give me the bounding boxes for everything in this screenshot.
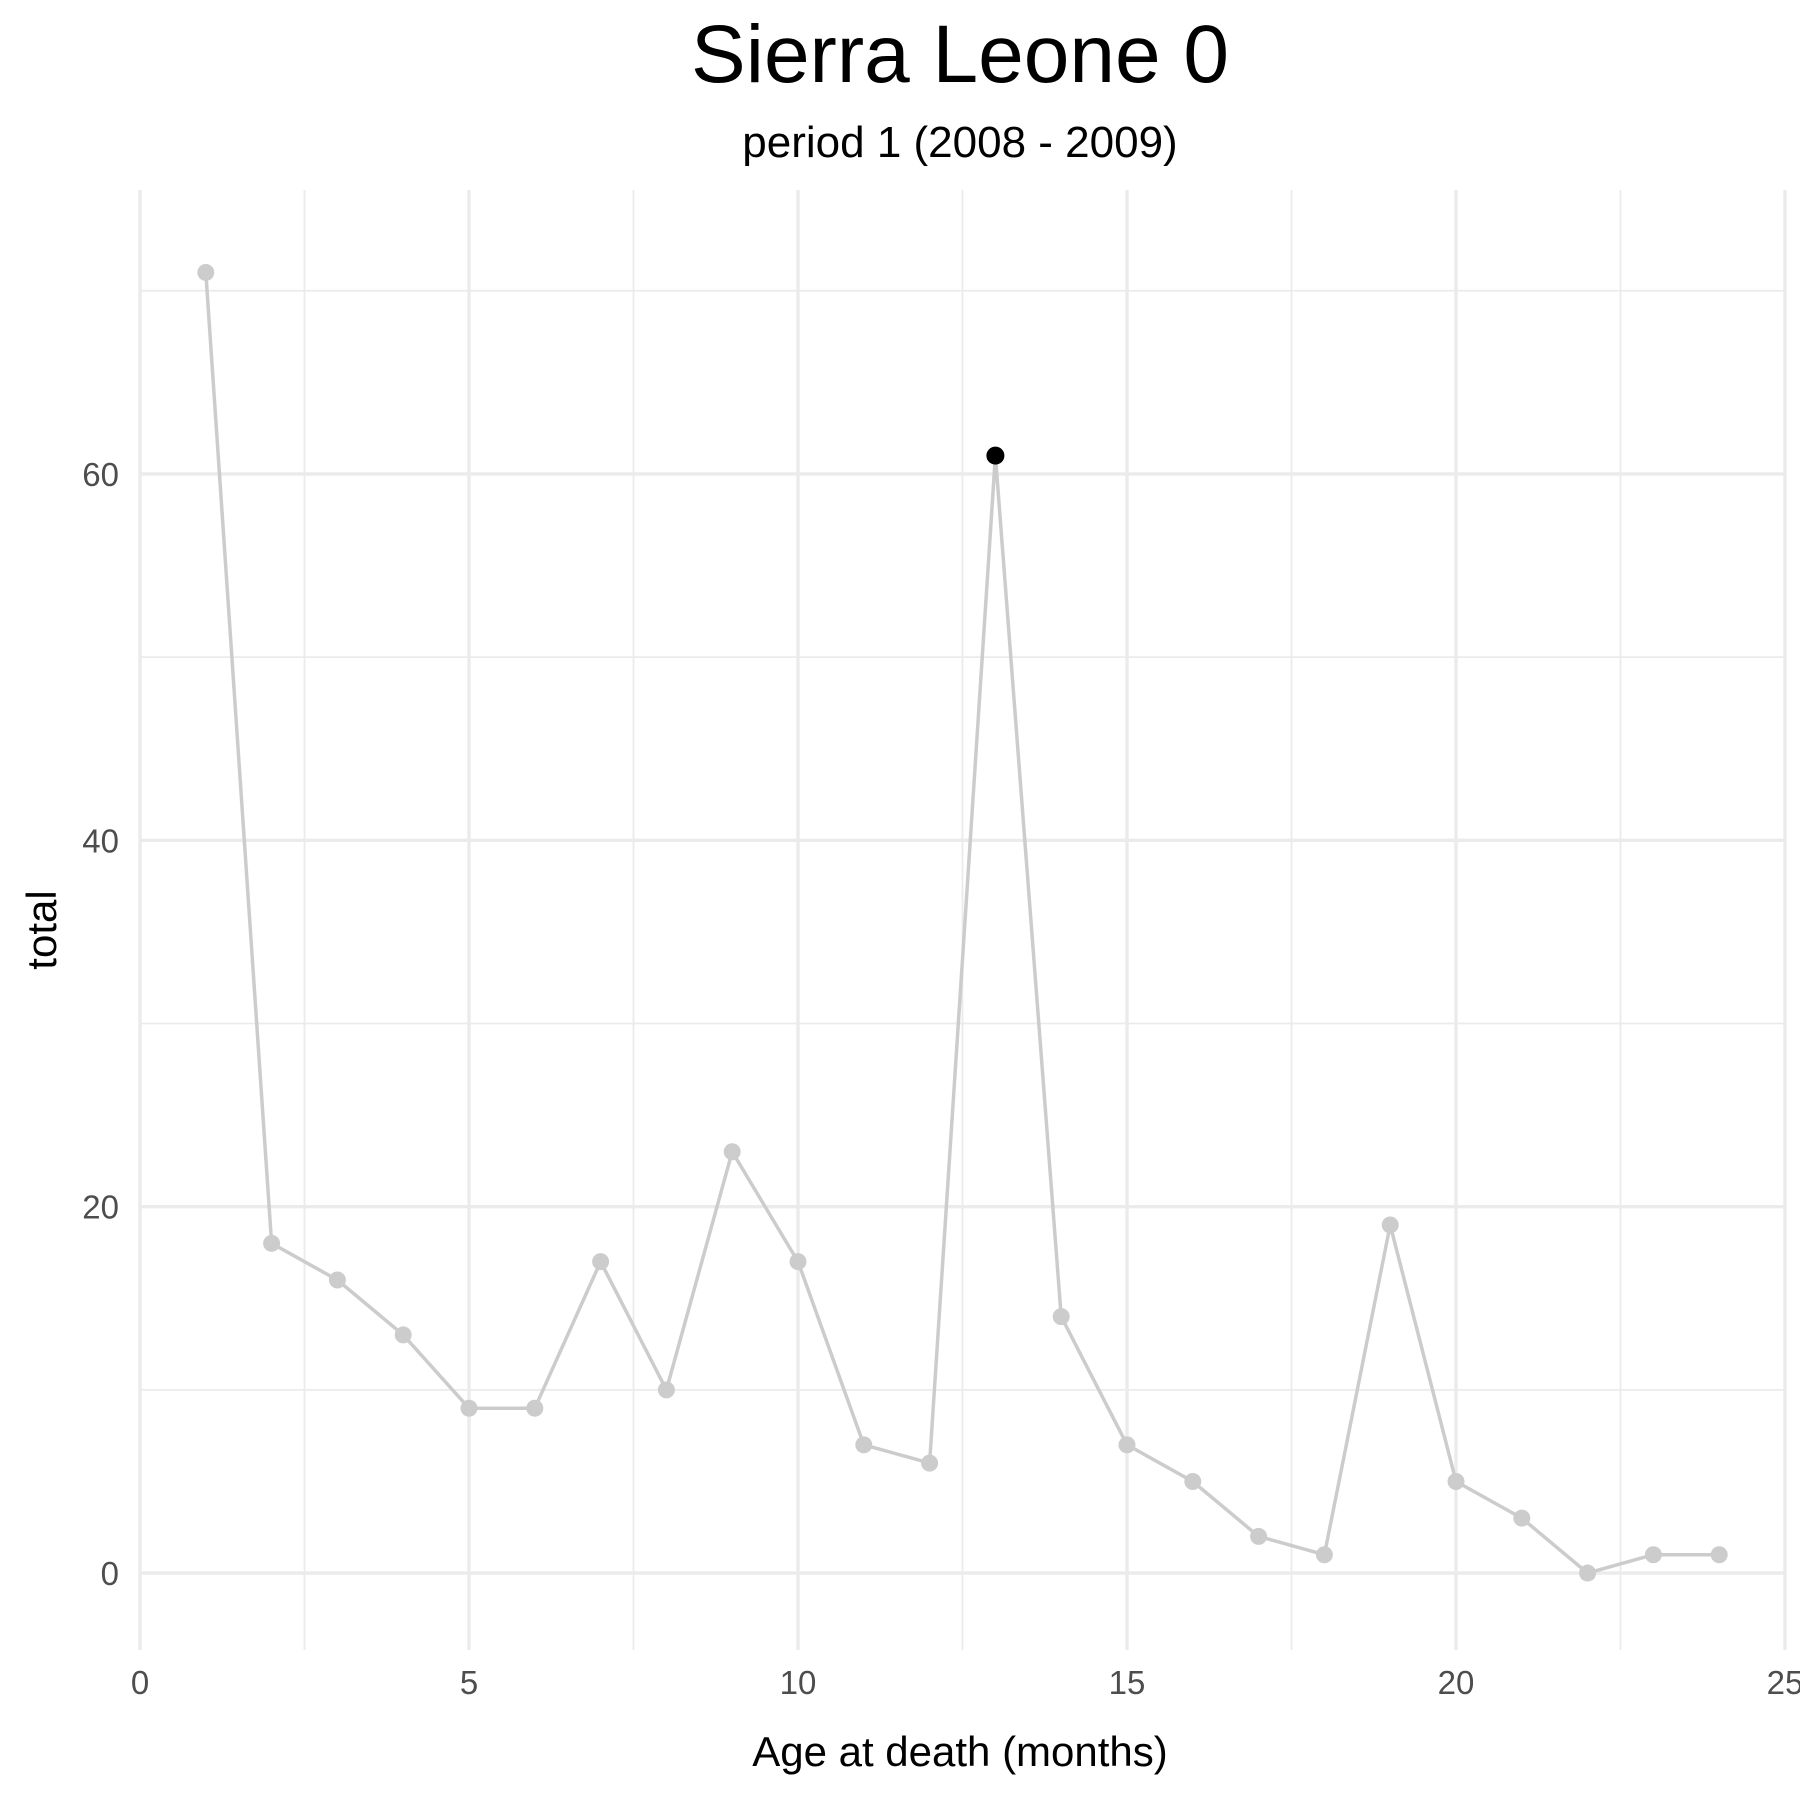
- data-point: [197, 263, 215, 281]
- x-axis-title: Age at death (months): [752, 1728, 1168, 1775]
- highlighted-point: [986, 446, 1005, 465]
- data-point: [592, 1253, 610, 1271]
- grid: [138, 190, 1787, 1650]
- y-axis-tick-labels: 0 20 40 60: [82, 456, 119, 1592]
- data-point: [1052, 1308, 1070, 1326]
- y-tick-label: 0: [101, 1555, 119, 1592]
- series-line: [204, 272, 1720, 1575]
- x-tick-label: 25: [1767, 1664, 1800, 1701]
- data-point: [1381, 1216, 1399, 1234]
- chart-subtitle: period 1 (2008 - 2009): [742, 118, 1177, 167]
- data-point: [723, 1143, 741, 1161]
- y-axis-title: total: [18, 890, 65, 969]
- y-tick-label: 60: [82, 456, 119, 493]
- data-point: [1118, 1436, 1136, 1454]
- data-point: [657, 1381, 675, 1399]
- data-point: [1447, 1472, 1465, 1490]
- x-tick-label: 5: [460, 1664, 478, 1701]
- data-point: [394, 1326, 412, 1344]
- x-axis-tick-labels: 0 5 10 15 20 25: [131, 1664, 1800, 1701]
- data-point: [1315, 1546, 1333, 1564]
- data-point: [789, 1253, 807, 1271]
- data-point: [328, 1271, 346, 1289]
- x-tick-label: 15: [1109, 1664, 1146, 1701]
- data-series: [197, 263, 1728, 1582]
- x-tick-label: 20: [1438, 1664, 1475, 1701]
- data-point: [1644, 1546, 1662, 1564]
- data-point: [1710, 1546, 1728, 1564]
- data-point: [1250, 1527, 1268, 1545]
- chart-title: Sierra Leone 0: [691, 9, 1229, 100]
- data-point: [855, 1436, 873, 1454]
- data-point: [1184, 1472, 1202, 1490]
- data-point: [526, 1399, 544, 1417]
- x-tick-label: 0: [131, 1664, 149, 1701]
- y-tick-label: 20: [82, 1189, 119, 1226]
- data-point: [460, 1399, 478, 1417]
- data-point: [1579, 1564, 1597, 1582]
- highlight-layer: [986, 446, 1005, 465]
- data-point: [263, 1234, 281, 1252]
- data-point: [1513, 1509, 1531, 1527]
- y-tick-label: 40: [82, 822, 119, 859]
- x-tick-label: 10: [780, 1664, 817, 1701]
- data-point: [921, 1454, 939, 1472]
